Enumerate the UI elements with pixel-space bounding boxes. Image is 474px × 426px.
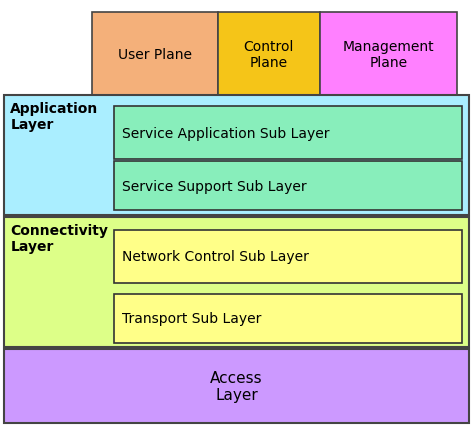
FancyBboxPatch shape [4,96,469,215]
Text: Application
Layer: Application Layer [10,101,99,132]
FancyBboxPatch shape [114,230,462,283]
FancyBboxPatch shape [218,13,320,96]
Text: Control
Plane: Control Plane [244,40,294,69]
Text: Service Support Sub Layer: Service Support Sub Layer [122,180,307,193]
Text: Transport Sub Layer: Transport Sub Layer [122,312,262,325]
FancyBboxPatch shape [4,217,469,347]
FancyBboxPatch shape [114,294,462,343]
FancyBboxPatch shape [320,13,457,96]
Text: Connectivity
Layer: Connectivity Layer [10,224,108,254]
FancyBboxPatch shape [114,162,462,211]
FancyBboxPatch shape [4,349,469,423]
FancyBboxPatch shape [114,106,462,160]
Text: Management
Plane: Management Plane [343,40,435,69]
Text: Service Application Sub Layer: Service Application Sub Layer [122,127,330,140]
Text: Network Control Sub Layer: Network Control Sub Layer [122,250,309,264]
Text: Access
Layer: Access Layer [210,370,263,402]
FancyBboxPatch shape [92,13,218,96]
Text: User Plane: User Plane [118,48,192,61]
